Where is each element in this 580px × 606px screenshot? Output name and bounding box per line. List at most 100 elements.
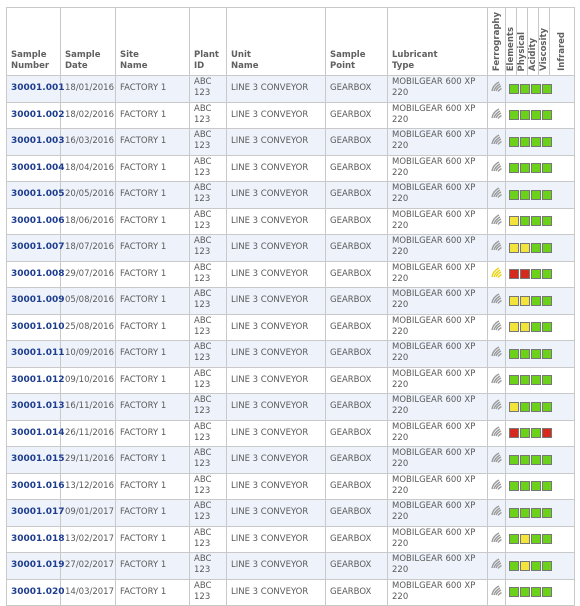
sample-number-link[interactable]: 30001.014 (6, 419, 65, 447)
result-indicator[interactable] (542, 507, 552, 518)
result-indicator[interactable] (542, 587, 552, 598)
result-indicator[interactable] (509, 454, 519, 465)
result-indicator[interactable] (542, 269, 552, 280)
result-indicator[interactable] (520, 136, 530, 147)
header-lubricant-type[interactable]: Lubricant Type (387, 7, 488, 76)
result-indicator[interactable] (531, 242, 541, 253)
result-indicator[interactable] (542, 216, 552, 227)
ferrography-icon[interactable] (490, 426, 503, 441)
result-indicator[interactable] (509, 136, 519, 147)
ferrography-icon[interactable] (490, 479, 503, 494)
result-indicator[interactable] (542, 428, 552, 439)
sample-number-link[interactable]: 30001.001 (6, 75, 65, 103)
result-indicator[interactable] (531, 163, 541, 174)
result-indicator[interactable] (509, 110, 519, 121)
result-indicator[interactable] (509, 216, 519, 227)
sample-number-link[interactable]: 30001.010 (6, 313, 65, 341)
result-indicator[interactable] (509, 269, 519, 280)
ferrography-cell[interactable] (487, 552, 506, 580)
result-indicator[interactable] (520, 83, 530, 94)
table-row[interactable]: 30001.008 29/07/2016 FACTORY 1 ABC 123 LINE 3… (6, 260, 575, 288)
result-indicator[interactable] (531, 216, 541, 227)
result-indicator[interactable] (520, 428, 530, 439)
ferrography-cell[interactable] (487, 234, 506, 262)
result-indicator[interactable] (520, 163, 530, 174)
ferrography-cell[interactable] (487, 313, 506, 341)
result-indicator[interactable] (542, 534, 552, 545)
header-plant-id[interactable]: Plant ID (189, 7, 227, 76)
result-indicator[interactable] (542, 136, 552, 147)
ferrography-icon[interactable] (490, 108, 503, 123)
ferrography-cell[interactable] (487, 472, 506, 500)
ferrography-icon[interactable] (490, 585, 503, 600)
table-row[interactable]: 30001.005 20/05/2016 FACTORY 1 ABC 123 LINE 3… (6, 181, 575, 209)
result-indicator[interactable] (520, 242, 530, 253)
table-row[interactable]: 30001.002 18/02/2016 FACTORY 1 ABC 123 LINE 3… (6, 101, 575, 129)
result-indicator[interactable] (509, 428, 519, 439)
result-indicator[interactable] (531, 189, 541, 200)
result-indicator[interactable] (542, 560, 552, 571)
ferrography-icon[interactable] (490, 293, 503, 308)
result-indicator[interactable] (520, 454, 530, 465)
result-indicator[interactable] (509, 295, 519, 306)
result-indicator[interactable] (520, 560, 530, 571)
table-row[interactable]: 30001.004 18/04/2016 FACTORY 1 ABC 123 LINE 3… (6, 154, 575, 182)
sample-number-link[interactable]: 30001.015 (6, 446, 65, 474)
result-indicator[interactable] (520, 322, 530, 333)
sample-number-link[interactable]: 30001.007 (6, 234, 65, 262)
table-row[interactable]: 30001.019 27/02/2017 FACTORY 1 ABC 123 LINE 3… (6, 552, 575, 580)
table-row[interactable]: 30001.020 14/03/2017 FACTORY 1 ABC 123 LINE 3… (6, 578, 575, 606)
sample-number-link[interactable]: 30001.006 (6, 207, 65, 235)
sample-number-link[interactable]: 30001.017 (6, 499, 65, 527)
sample-number-link[interactable]: 30001.012 (6, 366, 65, 394)
result-indicator[interactable] (542, 295, 552, 306)
result-indicator[interactable] (509, 322, 519, 333)
result-indicator[interactable] (542, 401, 552, 412)
result-indicator[interactable] (531, 269, 541, 280)
result-indicator[interactable] (542, 110, 552, 121)
result-indicator[interactable] (520, 189, 530, 200)
ferrography-cell[interactable] (487, 181, 506, 209)
ferrography-icon[interactable] (490, 399, 503, 414)
ferrography-icon[interactable] (490, 452, 503, 467)
result-indicator[interactable] (509, 242, 519, 253)
result-indicator[interactable] (520, 110, 530, 121)
ferrography-cell[interactable] (487, 419, 506, 447)
result-indicator[interactable] (509, 587, 519, 598)
table-row[interactable]: 30001.013 16/11/2016 FACTORY 1 ABC 123 LINE 3… (6, 393, 575, 421)
result-indicator[interactable] (520, 401, 530, 412)
result-indicator[interactable] (531, 534, 541, 545)
result-indicator[interactable] (509, 560, 519, 571)
result-indicator[interactable] (509, 163, 519, 174)
result-indicator[interactable] (520, 348, 530, 359)
table-row[interactable]: 30001.015 29/11/2016 FACTORY 1 ABC 123 LINE 3… (6, 446, 575, 474)
ferrography-icon[interactable] (490, 240, 503, 255)
sample-number-link[interactable]: 30001.011 (6, 340, 65, 368)
table-row[interactable]: 30001.003 16/03/2016 FACTORY 1 ABC 123 LINE 3… (6, 128, 575, 156)
table-row[interactable]: 30001.011 10/09/2016 FACTORY 1 ABC 123 LINE 3… (6, 340, 575, 368)
table-row[interactable]: 30001.006 18/06/2016 FACTORY 1 ABC 123 LINE 3… (6, 207, 575, 235)
result-indicator[interactable] (542, 481, 552, 492)
header-site-name[interactable]: Site Name (115, 7, 190, 76)
result-indicator[interactable] (542, 242, 552, 253)
ferrography-cell[interactable] (487, 525, 506, 553)
ferrography-icon[interactable] (490, 267, 503, 282)
sample-number-link[interactable]: 30001.005 (6, 181, 65, 209)
ferrography-icon[interactable] (490, 161, 503, 176)
result-indicator[interactable] (531, 295, 541, 306)
result-indicator[interactable] (542, 189, 552, 200)
ferrography-cell[interactable] (487, 128, 506, 156)
table-row[interactable]: 30001.018 13/02/2017 FACTORY 1 ABC 123 LINE 3… (6, 525, 575, 553)
ferrography-cell[interactable] (487, 260, 506, 288)
ferrography-icon[interactable] (490, 81, 503, 96)
result-indicator[interactable] (531, 83, 541, 94)
result-indicator[interactable] (531, 560, 541, 571)
header-sample-date[interactable]: Sample Date (60, 7, 116, 76)
ferrography-cell[interactable] (487, 207, 506, 235)
header-sample-number[interactable]: Sample Number (6, 7, 61, 76)
ferrography-cell[interactable] (487, 499, 506, 527)
table-row[interactable]: 30001.012 09/10/2016 FACTORY 1 ABC 123 LINE 3… (6, 366, 575, 394)
result-indicator[interactable] (509, 348, 519, 359)
result-indicator[interactable] (531, 375, 541, 386)
ferrography-cell[interactable] (487, 366, 506, 394)
